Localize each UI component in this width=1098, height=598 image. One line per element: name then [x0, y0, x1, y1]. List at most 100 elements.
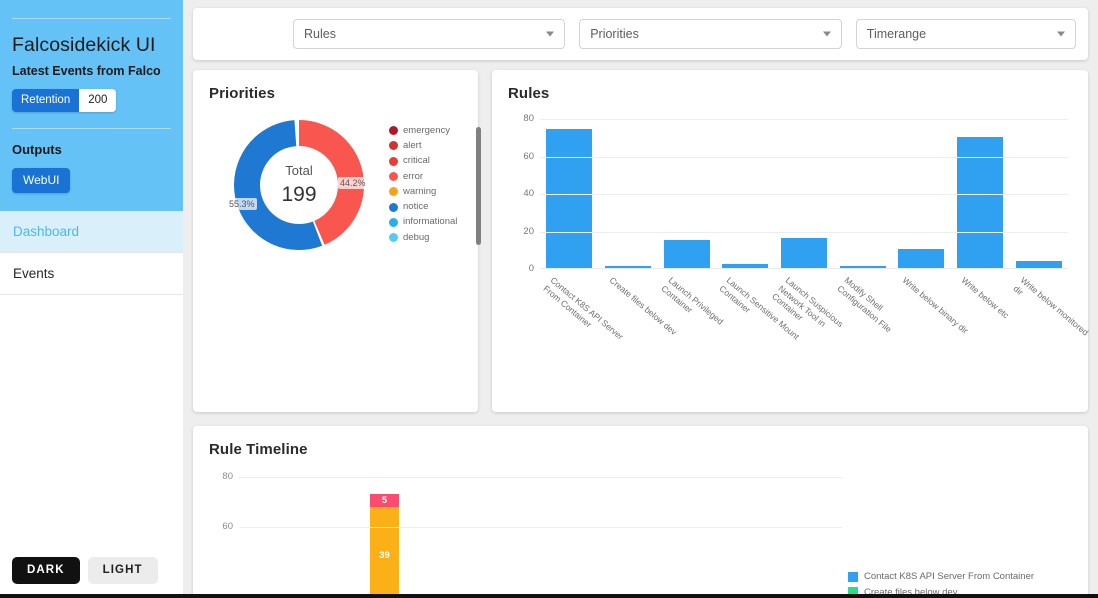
sidebar-divider-top: [12, 18, 171, 19]
legend-item[interactable]: emergency: [389, 123, 481, 138]
legend-label: notice: [403, 201, 429, 213]
bar-slot: [540, 118, 599, 268]
donut-pct-error: 44.2%: [338, 177, 368, 189]
bar[interactable]: [1015, 260, 1062, 268]
gridline: [540, 231, 1068, 233]
sidebar-item-events[interactable]: Events: [0, 253, 183, 295]
legend-label: Contact K8S API Server From Container: [864, 571, 1035, 583]
rules-plot-area: [540, 119, 1068, 269]
x-axis-label: Write below monitored dir: [1011, 275, 1091, 338]
rules-bar-chart: 0 20 40 60 80 Contact K8S API Server From Co…: [508, 114, 1090, 342]
x-label-slot: Launch Privileged Container: [657, 271, 725, 351]
legend-item[interactable]: critical: [389, 154, 481, 169]
y-axis-tick: 80: [523, 113, 534, 124]
bar[interactable]: [663, 239, 710, 268]
rules-bars[interactable]: [540, 118, 1068, 268]
legend-color-dot: [389, 202, 398, 212]
x-label-slot: Contact K8S API Server From Container: [540, 271, 625, 351]
bar-slot: [775, 118, 834, 268]
bar[interactable]: [957, 136, 1004, 268]
sidebar-item-label: Events: [13, 266, 55, 281]
bar-slot: [951, 118, 1010, 268]
y-axis-tick: 60: [222, 521, 233, 532]
segment-data-label: 5: [381, 494, 388, 506]
legend-item[interactable]: Create files below dev: [848, 585, 1064, 598]
priorities-donut-chart: Total 199 44.2% 55.3% emergency alert crit…: [209, 117, 481, 267]
timeline-card: Rule Timeline 80 60 5 39 Contact K8S API S…: [193, 426, 1088, 598]
legend-color-dot: [389, 233, 398, 243]
legend-item[interactable]: Contact K8S API Server From Container: [848, 569, 1064, 585]
bar[interactable]: [605, 266, 651, 268]
bar-slot: [599, 118, 658, 268]
bar[interactable]: [781, 238, 828, 268]
legend-item[interactable]: alert: [389, 138, 481, 153]
sidebar: Falcosidekick UI Latest Events from Falc…: [0, 0, 183, 598]
sidebar-item-dashboard[interactable]: Dashboard: [0, 211, 183, 253]
bar[interactable]: [546, 129, 593, 268]
gridline: [239, 477, 842, 478]
timeline-segment[interactable]: 39: [370, 506, 399, 598]
retention-value: 200: [79, 89, 117, 112]
x-label-slot: Write below etc: [951, 271, 1011, 351]
legend-item[interactable]: debug: [389, 230, 481, 245]
sidebar-item-label: Dashboard: [13, 224, 80, 239]
donut-pct-notice: 55.3%: [227, 198, 257, 210]
legend-item[interactable]: informational: [389, 215, 481, 230]
theme-switcher: DARK LIGHT: [0, 557, 183, 598]
timeline-plot-area: 5 39: [239, 477, 842, 598]
x-label-slot: Modify Shell Configuration File: [833, 271, 894, 351]
timeline-y-axis: 80 60: [209, 472, 239, 598]
dark-theme-button[interactable]: DARK: [12, 557, 80, 584]
app-subtitle: Latest Events from Falco: [12, 64, 161, 78]
bar-slot: [892, 118, 951, 268]
timeline-legend[interactable]: Contact K8S API Server From Container Cre…: [848, 569, 1064, 598]
timerange-filter-value: Timerange: [866, 27, 927, 41]
priorities-filter-select[interactable]: Priorities: [579, 19, 842, 49]
legend-scrollbar[interactable]: [476, 127, 481, 245]
legend-color-dot: [389, 126, 398, 136]
chevron-down-icon: [546, 31, 555, 37]
rules-card: Rules 0 20 40 60 80 Contact K8S API Server F…: [492, 70, 1090, 412]
bar-slot: [833, 118, 892, 268]
timerange-filter-select[interactable]: Timerange: [855, 19, 1077, 49]
gridline: [540, 194, 1068, 195]
legend-label: alert: [403, 139, 422, 151]
rules-filter-select[interactable]: Rules: [293, 19, 566, 49]
legend-color-dot: [389, 187, 398, 197]
filter-bar: Rules Priorities Timerange: [193, 8, 1088, 60]
legend-color-dot: [389, 172, 398, 182]
priorities-title: Priorities: [209, 85, 276, 102]
retention-badge[interactable]: Retention 200: [12, 89, 117, 112]
output-chip-webui[interactable]: WebUI: [12, 168, 71, 193]
sidebar-divider-mid: [12, 128, 171, 129]
legend-label: Create files below dev: [864, 586, 958, 598]
light-theme-button[interactable]: LIGHT: [87, 557, 158, 584]
bar[interactable]: [722, 264, 769, 268]
bar[interactable]: [898, 249, 945, 268]
retention-label: Retention: [12, 89, 80, 112]
y-axis-tick: 60: [523, 150, 534, 162]
legend-item[interactable]: error: [389, 169, 481, 184]
timeline-stacked-bar[interactable]: 5 39: [370, 494, 399, 598]
rules-filter-value: Rules: [304, 27, 336, 41]
timeline-chart: 80 60 5 39 Contact K8S API Server From Con…: [209, 472, 1072, 598]
segment-data-label: 39: [379, 549, 390, 561]
priorities-card: Priorities Total 199 44.2% 55.3% emergen…: [193, 70, 481, 412]
x-label-slot: Write below monitored dir: [1009, 271, 1091, 351]
main-content: Rules Priorities Timerange Priorities: [183, 0, 1098, 598]
sidebar-header: Falcosidekick UI Latest Events from Falc…: [0, 0, 183, 211]
legend-item[interactable]: warning: [389, 184, 481, 199]
timeline-segment[interactable]: 5: [370, 494, 399, 507]
gridline: [540, 156, 1068, 158]
priorities-legend[interactable]: emergency alert critical error warning notice…: [389, 123, 481, 245]
app-title: Falcosidekick UI: [12, 34, 156, 56]
x-label-slot: Launch Sensitive Mount Container: [716, 271, 801, 351]
bar[interactable]: [839, 266, 886, 268]
legend-label: warning: [403, 185, 437, 197]
x-label-slot: Create files below dev: [599, 271, 679, 351]
legend-label: error: [403, 170, 424, 182]
bar-slot: [657, 118, 716, 268]
y-axis-tick: 20: [523, 225, 534, 237]
legend-item[interactable]: notice: [389, 199, 481, 214]
legend-color-dot: [389, 141, 398, 151]
